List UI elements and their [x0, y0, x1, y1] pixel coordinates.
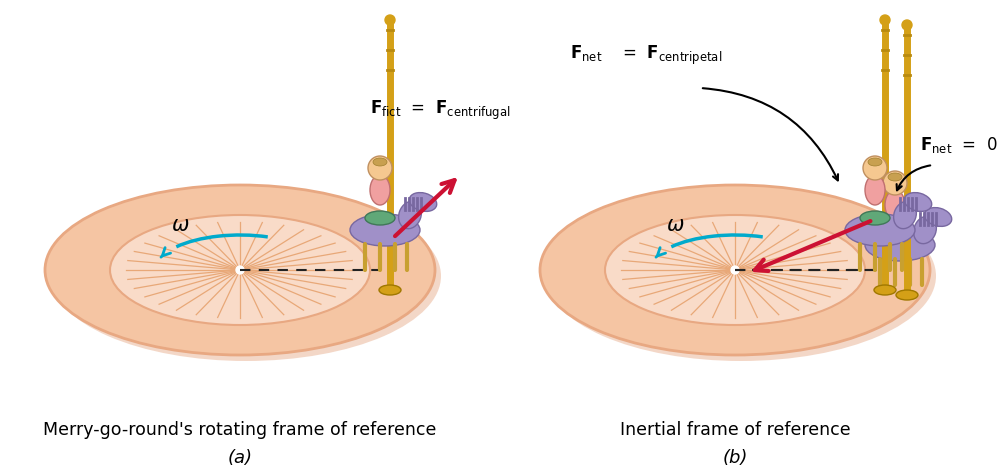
- Circle shape: [883, 171, 907, 195]
- Ellipse shape: [350, 214, 420, 246]
- Ellipse shape: [868, 158, 882, 166]
- Ellipse shape: [904, 192, 932, 211]
- Ellipse shape: [845, 214, 915, 246]
- Ellipse shape: [914, 216, 936, 244]
- Ellipse shape: [379, 285, 401, 295]
- Ellipse shape: [888, 173, 902, 181]
- Ellipse shape: [865, 175, 885, 205]
- Ellipse shape: [370, 175, 390, 205]
- Text: $\mathbf{F}_{\rm net}$    =  $\mathbf{F}_{\rm centripetal}$: $\mathbf{F}_{\rm net}$ = $\mathbf{F}_{\r…: [570, 43, 722, 67]
- Ellipse shape: [110, 215, 370, 325]
- Circle shape: [368, 156, 392, 180]
- Ellipse shape: [546, 191, 936, 361]
- Text: $\mathbf{F}_{\rm net}$  =  0: $\mathbf{F}_{\rm net}$ = 0: [920, 135, 998, 155]
- Ellipse shape: [860, 211, 890, 225]
- Text: Inertial frame of reference: Inertial frame of reference: [620, 421, 850, 439]
- Ellipse shape: [51, 191, 441, 361]
- Text: $\omega$: $\omega$: [666, 215, 684, 235]
- Circle shape: [385, 15, 395, 25]
- Circle shape: [731, 266, 739, 274]
- Ellipse shape: [894, 201, 916, 228]
- Ellipse shape: [605, 215, 865, 325]
- Text: $\mathbf{F}_{\rm fict}$  =  $\mathbf{F}_{\rm centrifugal}$: $\mathbf{F}_{\rm fict}$ = $\mathbf{F}_{\…: [370, 98, 511, 122]
- Ellipse shape: [365, 211, 395, 225]
- Text: (a): (a): [228, 449, 252, 467]
- Circle shape: [902, 20, 912, 30]
- Text: (b): (b): [722, 449, 748, 467]
- Circle shape: [863, 156, 887, 180]
- Ellipse shape: [540, 185, 930, 355]
- Ellipse shape: [896, 290, 918, 300]
- Text: Merry-go-round's rotating frame of reference: Merry-go-round's rotating frame of refer…: [43, 421, 437, 439]
- Ellipse shape: [924, 208, 952, 227]
- Ellipse shape: [865, 229, 935, 261]
- Circle shape: [236, 266, 244, 274]
- Ellipse shape: [880, 226, 910, 240]
- Ellipse shape: [373, 158, 387, 166]
- Ellipse shape: [399, 201, 421, 228]
- Text: $\omega$: $\omega$: [171, 215, 189, 235]
- Ellipse shape: [874, 285, 896, 295]
- Circle shape: [880, 15, 890, 25]
- Ellipse shape: [45, 185, 435, 355]
- Ellipse shape: [885, 190, 905, 220]
- Ellipse shape: [409, 192, 437, 211]
